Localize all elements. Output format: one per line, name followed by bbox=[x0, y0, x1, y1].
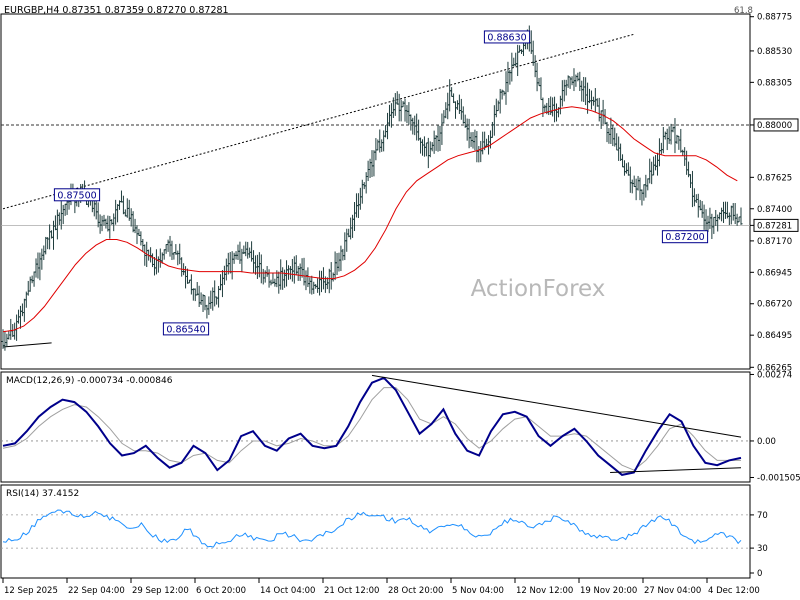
label-high-875-box bbox=[53, 188, 101, 202]
price-axis-label: 0.87625 bbox=[757, 173, 792, 183]
macd-signal-line bbox=[2, 387, 741, 471]
symbol-header: EURGBP,H4 0.87351 0.87359 0.87270 0.8728… bbox=[4, 5, 229, 16]
label-low-8654-box bbox=[162, 322, 210, 336]
rsi-header: RSI(14) 37.4152 bbox=[6, 489, 79, 499]
label-low-8720-box bbox=[661, 230, 709, 244]
macd-header: MACD(12,26,9) -0.000734 -0.000846 bbox=[6, 376, 173, 386]
time-axis-label: 29 Sep 12:00 bbox=[132, 586, 189, 596]
rsi-axis-label: 30 bbox=[757, 544, 768, 554]
label-peak-8863: 0.88630 bbox=[487, 32, 526, 43]
label-high-875: 0.87500 bbox=[57, 190, 96, 201]
macd-axis-label: -0.001505 bbox=[757, 473, 800, 483]
macd-axis-label: 0.00274 bbox=[757, 370, 792, 380]
corner-label: 61.8 bbox=[734, 6, 753, 16]
macd-layer bbox=[1, 374, 750, 476]
rsi-axis-label: 70 bbox=[757, 511, 768, 521]
price-axis-label: 0.88305 bbox=[757, 78, 792, 88]
label-low-8720: 0.87200 bbox=[665, 232, 704, 243]
macd-base-line bbox=[610, 467, 742, 473]
time-axis-label: 21 Oct 12:00 bbox=[324, 586, 379, 596]
rsi-axis-label: 0 bbox=[757, 569, 762, 579]
macd-line bbox=[2, 376, 742, 476]
price-axis-label: 0.86945 bbox=[757, 268, 792, 278]
price-axis-label: 0.87170 bbox=[757, 237, 792, 247]
moving-average-line bbox=[2, 106, 738, 333]
rising-trendline bbox=[2, 33, 635, 210]
time-axis-label: 12 Nov 12:00 bbox=[516, 586, 573, 596]
price-axis-label: 0.87400 bbox=[757, 205, 792, 215]
time-axis-label: 19 Nov 20:00 bbox=[580, 586, 637, 596]
time-axis-label: 27 Nov 04:00 bbox=[644, 586, 701, 596]
price-axis-label: 0.86265 bbox=[757, 363, 792, 373]
time-axis-label: 22 Sep 04:00 bbox=[68, 586, 125, 596]
rsi-layer bbox=[1, 509, 750, 549]
time-axis-label: 4 Dec 12:00 bbox=[708, 586, 760, 596]
label-low-8654: 0.86540 bbox=[166, 324, 205, 335]
support-line bbox=[2, 342, 52, 348]
price-axis-label: 0.88530 bbox=[757, 47, 792, 57]
time-axis-label: 5 Nov 04:00 bbox=[452, 586, 504, 596]
price-axis-label-box bbox=[753, 118, 799, 132]
axis-layer: 0.88775 0.88530 0.88305 0.88000 0.87625 0.874… bbox=[2, 13, 800, 596]
macd-trendline bbox=[371, 374, 742, 438]
label-peak-8863-box bbox=[483, 30, 531, 44]
macd-axis-label: 0.00 bbox=[757, 437, 776, 447]
price-panel-frame bbox=[0, 13, 751, 370]
price-axis-label: 0.86720 bbox=[757, 300, 792, 310]
price-axis-label-box bbox=[753, 218, 799, 232]
time-axis-label: 12 Sep 2025 bbox=[4, 586, 58, 596]
time-axis-label: 14 Oct 04:00 bbox=[260, 586, 315, 596]
price-axis-label: 0.87281 bbox=[757, 221, 792, 231]
price-axis-label: 0.88000 bbox=[757, 121, 792, 131]
watermark: ActionForex bbox=[471, 276, 606, 302]
time-axis-label: 6 Oct 20:00 bbox=[196, 586, 246, 596]
time-axis-label: 28 Oct 20:00 bbox=[388, 586, 443, 596]
price-axis-label: 0.86495 bbox=[757, 331, 792, 341]
rsi-line bbox=[2, 509, 742, 548]
macd-panel-frame bbox=[0, 371, 751, 483]
price-layer: 0.87500 0.86540 0.88630 0.87200 bbox=[1, 25, 750, 351]
price-axis-label: 0.88775 bbox=[757, 13, 792, 23]
rsi-panel-frame bbox=[0, 484, 751, 579]
